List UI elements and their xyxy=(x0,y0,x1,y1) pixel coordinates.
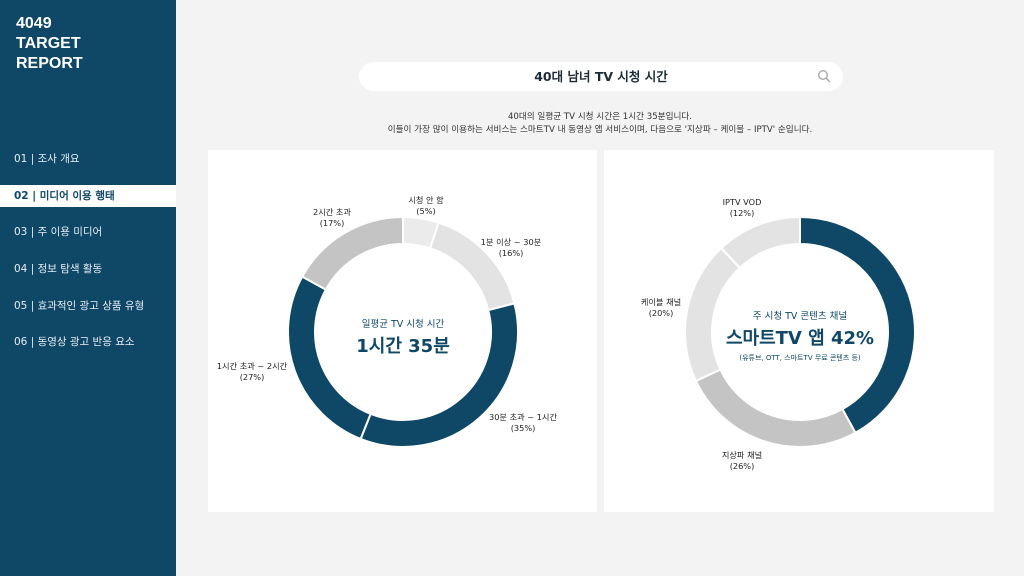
report-title-line: TARGET xyxy=(16,35,81,52)
slice-percent: (27%) xyxy=(239,372,265,382)
sidebar-item-media-usage[interactable]: 02 | 미디어 이용 행태 xyxy=(0,185,176,207)
donut-slice xyxy=(694,368,857,448)
sidebar-item-info-search[interactable]: 04 | 정보 탐색 활동 xyxy=(14,263,103,275)
slice-name: IPTV VOD xyxy=(722,197,762,207)
donut-center: 일평균 TV 시청 시간 1시간 35분 xyxy=(356,316,450,358)
center-note: (유튜브, OTT, 스마트TV 무료 콘텐츠 등) xyxy=(739,354,861,362)
chart-label: 30분 초과 ~ 1시간 (35%) xyxy=(489,412,557,434)
slice-name: 30분 초과 ~ 1시간 xyxy=(489,412,557,422)
slice-name: 시청 안 함 xyxy=(408,195,444,205)
slice-name: 1분 이상 ~ 30분 xyxy=(480,237,542,247)
search-bar[interactable]: 40대 남녀 TV 시청 시간 xyxy=(359,62,843,91)
slice-name: 2시간 초과 xyxy=(313,207,351,217)
center-subtitle: 주 시청 TV 콘텐츠 채널 xyxy=(752,311,848,322)
report-title-line: REPORT xyxy=(16,55,83,72)
chart-label: 1시간 초과 ~ 2시간 (27%) xyxy=(217,361,287,383)
sidebar-item-video-ad-response[interactable]: 06 | 동영상 광고 반응 요소 xyxy=(14,336,135,348)
report-title: 4049 TARGET REPORT xyxy=(16,14,83,74)
chart-label: 1분 이상 ~ 30분 (16%) xyxy=(481,237,541,259)
slice-name: 지상파 채널 xyxy=(721,450,763,460)
donut-chart-tv-channel xyxy=(684,215,916,448)
slice-percent: (12%) xyxy=(729,208,755,218)
slice-percent: (17%) xyxy=(319,218,345,228)
donut-slice xyxy=(719,215,801,270)
donut-chart-tv-time xyxy=(287,215,519,448)
report-title-line: 4049 xyxy=(16,15,52,32)
slice-percent: (16%) xyxy=(498,248,524,258)
donut-center: 주 시청 TV 콘텐츠 채널 스마트TV 앱 42% (유튜브, OTT, 스마… xyxy=(726,308,874,363)
description-line-1: 40대의 일평균 TV 시청 시간은 1시간 35분입니다. xyxy=(507,112,693,122)
slice-percent: (20%) xyxy=(648,308,674,318)
chart-label: 지상파 채널 (26%) xyxy=(722,450,762,472)
page-title: 40대 남녀 TV 시청 시간 xyxy=(534,69,668,84)
slice-percent: (5%) xyxy=(416,206,436,216)
chart-label: 케이블 채널 (20%) xyxy=(641,297,681,319)
slice-name: 1시간 초과 ~ 2시간 xyxy=(216,361,288,371)
sidebar-item-ad-products[interactable]: 05 | 효과적인 광고 상품 유형 xyxy=(14,300,145,312)
center-value: 스마트TV 앱 42% xyxy=(725,328,875,349)
center-value: 1시간 35분 xyxy=(356,336,450,357)
chart-label: 시청 안 함 (5%) xyxy=(408,195,443,217)
sidebar-item-survey-overview[interactable]: 01 | 조사 개요 xyxy=(14,153,80,165)
donut-slice xyxy=(300,215,404,291)
search-icon[interactable] xyxy=(817,69,831,83)
sidebar: 4049 TARGET REPORT 01 | 조사 개요 02 | 미디어 이… xyxy=(0,0,176,576)
center-subtitle: 일평균 TV 시청 시간 xyxy=(361,319,445,330)
chart-panel-tv-channel: 지상파 채널 (26%) 케이블 채널 (20%) IPTV VOD (12%)… xyxy=(604,150,994,512)
donut-slice xyxy=(428,221,516,312)
slice-name: 케이블 채널 xyxy=(640,297,682,307)
chart-label: IPTV VOD (12%) xyxy=(723,197,762,219)
description-line-2: 이들이 가장 많이 이용하는 서비스는 스마트TV 내 동영상 앱 서비스이며,… xyxy=(387,125,813,135)
slice-percent: (26%) xyxy=(729,461,755,471)
chart-label: 2시간 초과 (17%) xyxy=(313,207,351,229)
chart-panel-tv-time: 시청 안 함 (5%) 1분 이상 ~ 30분 (16%) 30분 초과 ~ 1… xyxy=(208,150,597,512)
slice-percent: (35%) xyxy=(510,423,536,433)
sidebar-item-main-media[interactable]: 03 | 주 이용 미디어 xyxy=(14,226,103,238)
